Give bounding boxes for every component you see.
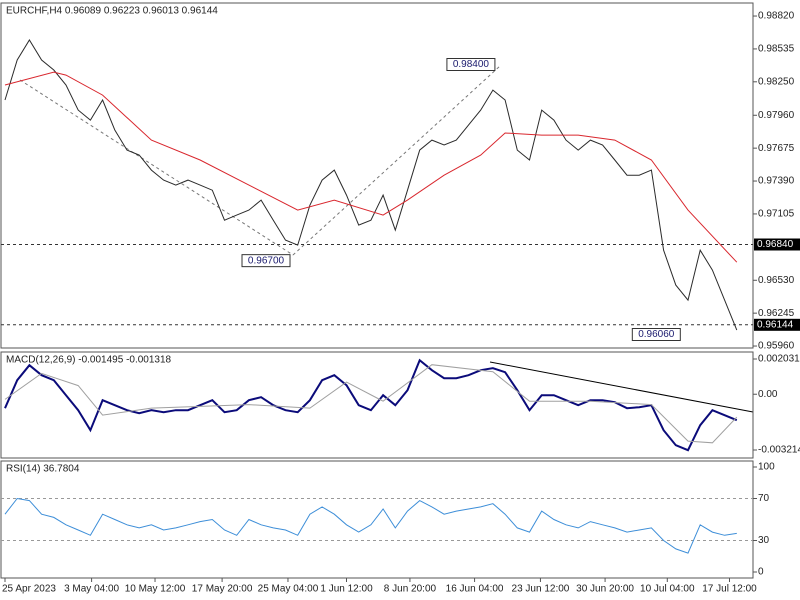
level-label: 0.96144 [757, 319, 794, 330]
y-tick-label: 0 [758, 567, 764, 578]
level-label: 0.96840 [757, 239, 794, 250]
x-tick-label: 1 Jun 12:00 [320, 584, 373, 595]
y-tick-label: 0.98250 [758, 76, 795, 87]
x-tick-label: 30 Jun 20:00 [576, 584, 634, 595]
panel-frame [0, 460, 754, 579]
annotation-box [631, 328, 681, 341]
annotation-label: 0.96060 [638, 329, 675, 340]
y-tick-label: 30 [758, 535, 770, 546]
series-line [4, 364, 738, 444]
panel-frame [0, 351, 754, 459]
panel-title: RSI(14) 36.7804 [6, 464, 80, 475]
panel-title: MACD(12,26,9) -0.001495 -0.001318 [6, 355, 172, 366]
panel-frame [0, 2, 754, 349]
series-line [4, 71, 738, 263]
y-tick-label: 70 [758, 493, 770, 504]
y-tick-label: 0.97105 [758, 209, 795, 220]
x-tick-label: 25 May 04:00 [258, 584, 319, 595]
trend-line [292, 65, 501, 256]
macd-trend-line [489, 361, 754, 413]
y-tick-label: 0.97960 [758, 110, 795, 121]
y-tick-label: 0.96245 [758, 308, 795, 319]
x-tick-label: 17 Jul 12:00 [702, 584, 757, 595]
y-tick-label: 0.98820 [758, 11, 795, 22]
x-tick-label: 16 Jun 04:00 [446, 584, 504, 595]
x-tick-label: 25 Apr 2023 [2, 584, 56, 595]
series-line [4, 497, 737, 554]
y-tick-label: 0.002031 [758, 354, 800, 365]
annotation-label: 0.98400 [453, 59, 490, 70]
level-badge [754, 238, 800, 251]
trend-line [19, 79, 294, 256]
y-tick-label: 0.96530 [758, 275, 795, 286]
y-tick-label: 0.97390 [758, 176, 795, 187]
x-tick-label: 17 May 20:00 [192, 584, 253, 595]
annotation-label: 0.96700 [248, 255, 285, 266]
panel-title: EURCHF,H4 0.96089 0.96223 0.96013 0.9614… [6, 6, 218, 17]
series-line [4, 39, 738, 331]
y-tick-label: 0.97675 [758, 143, 795, 154]
x-tick-label: 3 May 04:00 [64, 584, 119, 595]
annotation-box [446, 58, 496, 71]
y-tick-label: 0.00 [758, 389, 778, 400]
y-tick-label: 100 [758, 462, 775, 473]
y-tick-label: -0.003214 [758, 445, 800, 456]
x-tick-label: 8 Jun 20:00 [384, 584, 437, 595]
annotation-box [241, 254, 291, 268]
x-tick-label: 23 Jun 12:00 [512, 584, 570, 595]
level-badge [754, 318, 800, 331]
x-tick-label: 10 Jul 04:00 [640, 584, 695, 595]
y-tick-label: 0.98535 [758, 44, 795, 55]
y-tick-label: 0.95960 [758, 341, 795, 352]
x-tick-label: 10 May 12:00 [125, 584, 186, 595]
